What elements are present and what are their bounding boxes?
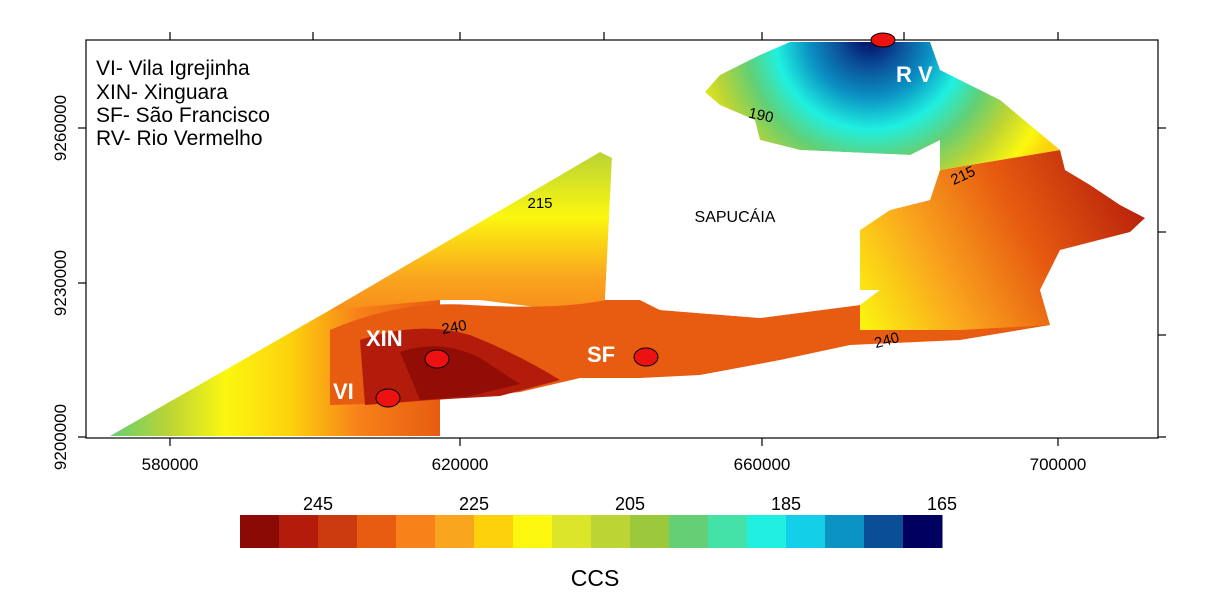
x-tick-label: 660000 <box>734 455 791 474</box>
town-markers <box>375 32 896 408</box>
colorbar-cell <box>669 515 709 548</box>
town-label-xin: XIN <box>366 326 403 351</box>
colorbar-cell <box>279 515 319 548</box>
colorbar <box>240 515 943 548</box>
legend-line-xin: XIN- Xinguara <box>96 81 228 104</box>
y-tick-label: 9200000 <box>51 404 70 470</box>
colorbar-cell <box>357 515 397 548</box>
town-label-sf: SF <box>587 342 615 367</box>
town-labels: VI XIN SF R V <box>333 62 933 404</box>
region-label-sapucaia: SAPUCÁIA <box>695 207 776 226</box>
legend-line-sf: SF- São Francisco <box>96 104 270 127</box>
colorbar-cell <box>513 515 553 548</box>
colorbar-tick-label: 245 <box>303 494 333 514</box>
colorbar-title: CCS <box>571 565 620 591</box>
colorbar-tick-label: 225 <box>459 494 489 514</box>
frame-ticks <box>78 32 1166 446</box>
town-marker-xin <box>424 349 450 369</box>
legend-line-vi: VI- Vila Igrejinha <box>96 57 250 80</box>
colorbar-cell <box>903 515 943 548</box>
colorbar-cell <box>591 515 631 548</box>
town-label-vi: VI <box>333 379 354 404</box>
legend-line-rv: RV- Rio Vermelho <box>96 127 263 150</box>
colorbar-cell <box>435 515 475 548</box>
town-marker-sf <box>633 347 659 367</box>
colorbar-tick-label: 205 <box>615 494 645 514</box>
colorbar-tick-label: 165 <box>927 494 957 514</box>
colorbar-cell <box>708 515 748 548</box>
colorbar-cell <box>552 515 592 548</box>
ccs-surface <box>110 42 1145 436</box>
contour-label: 240 <box>873 329 902 352</box>
colorbar-cell <box>396 515 436 548</box>
colorbar-cell <box>825 515 865 548</box>
colorbar-cell <box>318 515 358 548</box>
colorbar-cell <box>747 515 787 548</box>
colorbar-ticks: 245 225 205 185 165 <box>303 494 957 514</box>
x-tick-label: 620000 <box>432 455 489 474</box>
y-tick-label: 9230000 <box>51 250 70 316</box>
colorbar-cell <box>786 515 826 548</box>
town-marker-vi <box>375 388 401 408</box>
contour-label: 190 <box>747 105 775 127</box>
colorbar-tick-label: 185 <box>771 494 801 514</box>
colorbar-cell <box>630 515 670 548</box>
y-tick-label: 9260000 <box>51 95 70 161</box>
x-tick-label: 700000 <box>1030 455 1087 474</box>
colorbar-cell <box>474 515 514 548</box>
x-axis: 580000 620000 660000 700000 <box>142 455 1087 474</box>
y-axis: 9200000 9230000 9260000 <box>51 95 70 470</box>
town-marker-rv <box>870 32 896 48</box>
plot-frame <box>85 39 1159 439</box>
town-label-rv: R V <box>896 62 933 87</box>
x-tick-label: 580000 <box>142 455 199 474</box>
legend-box: VI- Vila Igrejinha XIN- Xinguara SF- São… <box>96 57 270 150</box>
colorbar-cell <box>864 515 904 548</box>
contour-label: 215 <box>527 195 552 212</box>
colorbar-cell <box>240 515 280 548</box>
contour-label: 240 <box>440 317 468 338</box>
